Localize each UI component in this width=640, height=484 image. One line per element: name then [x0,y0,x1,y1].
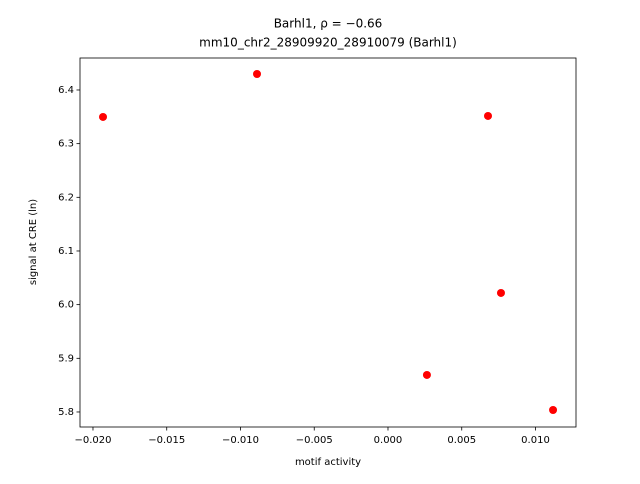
y-axis-label: signal at CRE (ln) [28,199,39,285]
scatter-point [253,69,262,78]
x-tick-label: 0.010 [521,435,550,446]
y-tick-label: 6.0 [58,300,74,311]
scatter-point [549,405,558,414]
y-tick-label: 6.2 [58,192,74,203]
x-tick-label: −0.005 [296,435,333,446]
plot-frame [79,57,577,428]
y-tick-label: 5.8 [58,407,74,418]
chart-title: Barhl1, ρ = −0.66 [274,17,383,31]
y-tick-label: 6.3 [58,139,74,150]
scatter-point [483,111,492,120]
x-tick-label: −0.010 [222,435,259,446]
y-tick-label: 6.1 [58,246,74,257]
x-tick-label: −0.015 [148,435,185,446]
y-tick-label: 5.9 [58,353,74,364]
x-tick-label: 0.000 [374,435,403,446]
chart-subtitle: mm10_chr2_28909920_28910079 (Barhl1) [199,36,457,50]
x-tick-label: 0.005 [447,435,476,446]
x-tick-label: −0.020 [74,435,111,446]
x-axis-label: motif activity [295,457,361,468]
y-tick-label: 6.4 [58,85,74,96]
scatter-point [496,288,505,297]
scatter-point [422,370,431,379]
scatter-point [99,112,108,121]
